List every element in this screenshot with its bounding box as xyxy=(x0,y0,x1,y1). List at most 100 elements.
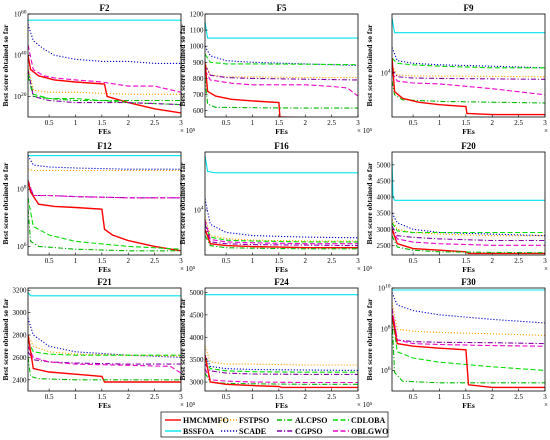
series-line-fstpso xyxy=(392,219,545,237)
y-tick-label: 2400 xyxy=(13,376,28,384)
x-tick-label: 0.5 xyxy=(409,393,418,401)
panel-title: F2 xyxy=(100,3,110,13)
x-axis-label: FEs xyxy=(98,127,111,136)
series-line-fstpso xyxy=(28,65,181,95)
x-tick-label: 2 xyxy=(126,119,130,127)
x-multiplier-label: × 10⁵ xyxy=(180,265,196,273)
y-tick-label: 5000 xyxy=(190,289,205,297)
x-tick-label: 3 xyxy=(543,257,547,265)
panel-f30: 0.5 1 1.5 2 2.5 3 106 108 1010 F30 FEs × 10⁵ Best sc… xyxy=(365,277,550,410)
y-tick-label: 1040 xyxy=(14,51,27,60)
series-line-oblgwo xyxy=(28,345,181,374)
x-tick-label: 1.5 xyxy=(274,119,283,127)
y-tick-label: 3500 xyxy=(377,210,392,218)
series-line-cgpso xyxy=(28,69,181,106)
legend-label: CGPSO xyxy=(295,427,323,436)
series-line-alcpso xyxy=(205,78,358,109)
y-axis-label: Best score obtained so far xyxy=(365,298,374,381)
plot-frame xyxy=(204,151,359,256)
series-line-scade xyxy=(392,47,545,69)
x-tick-label: 3 xyxy=(179,393,183,401)
series-line-scade xyxy=(205,45,358,67)
series-line-fstpso xyxy=(392,302,545,336)
x-tick-label: 2.5 xyxy=(150,393,159,401)
x-multiplier-label: × 10⁵ xyxy=(544,265,550,273)
y-tick-label: 3000 xyxy=(13,309,28,317)
x-multiplier-label: × 10⁵ xyxy=(357,401,373,409)
series-line-fstpso xyxy=(205,216,358,242)
x-tick-label: 1 xyxy=(251,119,255,127)
y-tick-label: 5000 xyxy=(377,161,392,169)
series-line-scade xyxy=(28,155,181,170)
x-tick-label: 2.5 xyxy=(327,257,336,265)
series-line-hmcmmfo xyxy=(205,62,303,117)
panel-title: F24 xyxy=(274,277,289,287)
x-axis-label: FEs xyxy=(462,401,475,410)
x-tick-label: 2.5 xyxy=(514,119,523,127)
series-line-fstpso xyxy=(28,168,181,172)
x-tick-label: 3 xyxy=(356,393,360,401)
series-line-alcpso xyxy=(28,209,181,252)
x-tick-label: 2 xyxy=(490,257,494,265)
series-line-oblgwo xyxy=(28,44,181,93)
x-tick-label: 3 xyxy=(543,119,547,127)
legend-label: CDLOBA xyxy=(351,416,385,425)
legend-label: OBLGWO xyxy=(351,427,388,436)
series-line-hmcmmfo xyxy=(205,355,358,389)
series-line-oblgwo xyxy=(205,219,358,245)
y-tick-label: 2500 xyxy=(377,242,392,250)
y-tick-label: 1000 xyxy=(190,43,205,51)
x-tick-label: 1 xyxy=(74,119,78,127)
x-axis-label: FEs xyxy=(98,401,111,410)
x-tick-label: 3 xyxy=(179,257,183,265)
plot-frame xyxy=(391,287,546,392)
series-group xyxy=(28,292,181,383)
y-tick-label: 4500 xyxy=(377,177,392,185)
legend-item-fstpso: FSTPSO xyxy=(221,416,269,425)
x-axis-label: FEs xyxy=(275,127,288,136)
y-tick-label: 800 xyxy=(193,75,204,83)
panel-title: F16 xyxy=(274,141,289,151)
panel-title: F5 xyxy=(277,3,287,13)
y-tick-label: 3000 xyxy=(377,226,392,234)
legend: HMCMMFO FSTPSO ALCPSO CDLOBA BSSFOA SCADE CGPS… xyxy=(160,411,389,438)
series-line-cgpso xyxy=(392,69,545,80)
series-group xyxy=(28,19,181,114)
x-tick-label: 2.5 xyxy=(150,257,159,265)
x-tick-label: 3 xyxy=(356,119,360,127)
series-line-fstpso xyxy=(205,346,358,366)
x-tick-label: 3 xyxy=(543,393,547,401)
y-axis-label: Best score obtained so far xyxy=(1,24,10,107)
plot-frame xyxy=(204,287,359,392)
series-line-cgpso xyxy=(392,225,545,242)
y-tick-label: 4500 xyxy=(190,311,205,319)
legend-label: HMCMMFO xyxy=(183,416,229,425)
x-tick-label: 1 xyxy=(438,393,442,401)
legend-item-hmcmmfo: HMCMMFO xyxy=(165,416,229,425)
y-tick-label: 1020 xyxy=(14,92,27,101)
series-line-cdloba xyxy=(392,222,545,234)
series-line-alcpso xyxy=(28,357,181,381)
series-line-cdloba xyxy=(392,314,545,371)
x-tick-label: 2.5 xyxy=(514,257,523,265)
x-multiplier-label: × 10⁵ xyxy=(544,127,550,135)
legend-item-scade: SCADE xyxy=(221,427,266,436)
series-line-cgpso xyxy=(205,363,358,375)
plot-frame xyxy=(27,151,182,256)
panel-f12: 0.5 1 1.5 2 2.5 3 106 108 F12 FEs × 10⁵ Best score … xyxy=(1,141,196,274)
plot-frame xyxy=(391,13,546,118)
series-line-cdloba xyxy=(205,53,358,66)
series-line-cdloba xyxy=(28,71,181,106)
y-axis-label: Best score obtained so far xyxy=(1,162,10,245)
legend-label: BSSFOA xyxy=(183,427,214,436)
y-tick-label: 4000 xyxy=(190,334,205,342)
series-group xyxy=(392,161,545,255)
x-tick-label: 2 xyxy=(126,257,130,265)
x-tick-label: 1.5 xyxy=(461,257,470,265)
series-line-cdloba xyxy=(392,57,545,69)
legend-item-alcpso: ALCPSO xyxy=(277,416,327,425)
x-tick-label: 2 xyxy=(303,257,307,265)
x-tick-label: 2 xyxy=(303,119,307,127)
x-tick-label: 2 xyxy=(490,119,494,127)
legend-box xyxy=(160,411,389,438)
